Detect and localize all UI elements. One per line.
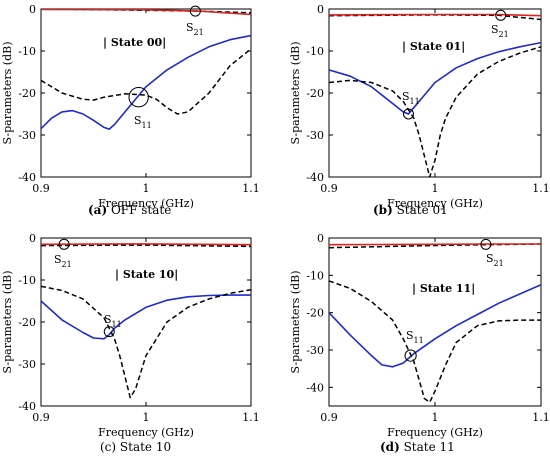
y-tick-label: -20 <box>306 87 324 100</box>
y-tick-label: -40 <box>18 171 36 184</box>
plot-frame <box>328 237 542 407</box>
y-tick-label: 0 <box>317 232 324 245</box>
y-tick-label: -10 <box>306 45 324 58</box>
chart-panel-1: 0 -10 -20 -30 -400.9 1 1.1 Frequency (GHz) S-par… <box>1 3 260 217</box>
series-line-s21_sim <box>41 243 251 246</box>
y-tick-label: -30 <box>306 344 324 357</box>
annotation-circle <box>404 349 417 362</box>
x-tick-label: 1.1 <box>242 182 260 195</box>
y-axis-label: S-parameters (dB) <box>1 41 14 144</box>
x-axis-label: Frequency (GHz) <box>98 197 194 210</box>
annotation-circle <box>403 108 414 120</box>
annotation-circle <box>480 238 492 250</box>
x-tick-label: 1.1 <box>532 182 550 195</box>
y-tick-label: -40 <box>18 400 36 413</box>
state-label: | State 11| <box>412 282 475 295</box>
plot-frame <box>40 8 252 178</box>
y-axis-label: S-parameters (dB) <box>1 270 14 373</box>
series-line-s21_meas <box>41 244 251 248</box>
annotation-circle <box>58 238 70 250</box>
plot-frame <box>40 237 252 407</box>
annotation-label: S21 <box>486 252 504 268</box>
x-axis-label: Frequency (GHz) <box>98 426 194 439</box>
series-line-s11_sim <box>41 34 251 130</box>
y-tick-label: 0 <box>317 3 324 16</box>
y-tick-label: -10 <box>18 45 36 58</box>
y-tick-label: -20 <box>18 87 36 100</box>
x-tick-label: 1.1 <box>242 411 260 424</box>
plot-frame <box>328 8 542 178</box>
x-tick-label: 1 <box>143 182 150 195</box>
series-line-s11_meas <box>329 46 541 177</box>
y-tick-label: -10 <box>306 269 324 282</box>
y-tick-label: 0 <box>29 3 36 16</box>
y-tick-label: -30 <box>18 129 36 142</box>
state-label: | State 00| <box>103 36 166 49</box>
x-tick-label: 1 <box>143 411 150 424</box>
y-tick-label: 0 <box>29 232 36 245</box>
annotation-label: S11 <box>402 90 420 106</box>
state-label: | State 10| <box>115 268 178 281</box>
chart-panel-4: 0 -10 -20 -30 -40 0.9 1 1.1 Frequency (GHz) S-par… <box>289 232 550 454</box>
annotation-circle <box>189 5 201 17</box>
y-tick-label: -20 <box>18 316 36 329</box>
panel-caption: (a) OFF state <box>88 203 171 217</box>
annotation-circle <box>103 326 115 338</box>
annotation-circle <box>128 87 149 108</box>
annotation-label: S21 <box>491 23 509 39</box>
x-tick-label: 1.1 <box>532 411 550 424</box>
panel-caption: (d) State 11 <box>380 440 455 454</box>
x-tick-label: 0.9 <box>320 182 338 195</box>
x-tick-label: 0.9 <box>32 411 50 424</box>
y-tick-label: -30 <box>18 358 36 371</box>
series-line-s11_sim <box>329 283 541 368</box>
annotation-label: S21 <box>54 253 72 269</box>
y-tick-label: -40 <box>306 171 324 184</box>
y-tick-label: -40 <box>306 381 324 394</box>
y-axis-label: S-parameters (dB) <box>289 41 302 144</box>
series-line-s21_sim <box>329 13 541 17</box>
annotation-label: S11 <box>104 313 122 329</box>
series-line-s21_sim <box>41 9 251 16</box>
panel-caption: (b) State 01 <box>373 203 448 217</box>
series-line-s11_sim <box>41 294 251 340</box>
y-axis-label: S-parameters (dB) <box>289 270 302 373</box>
y-tick-label: -20 <box>306 307 324 320</box>
y-tick-label: -30 <box>306 129 324 142</box>
annotation-label: S11 <box>406 329 424 345</box>
x-tick-label: 0.9 <box>320 411 338 424</box>
state-label: | State 01| <box>402 40 465 53</box>
annotation-circle <box>495 9 507 21</box>
chart-panel-2: 0 -10 -20 -30 -400.9 1 1.1 Frequency (GHz) S-par… <box>289 3 550 217</box>
x-tick-label: 0.9 <box>32 182 50 195</box>
x-axis-label: Frequency (GHz) <box>387 197 483 210</box>
series-line-s21_sim <box>329 243 541 246</box>
series-line-s11_meas <box>41 48 251 115</box>
panel-caption: (c) State 10 <box>100 440 171 454</box>
x-axis-label: Frequency (GHz) <box>387 426 483 439</box>
annotation-label: S21 <box>186 21 204 37</box>
y-tick-label: -10 <box>18 274 36 287</box>
annotation-label: S11 <box>134 114 152 130</box>
chart-panel-3: 0 -10 -20 -30 -400.9 1 1.1 Frequency (GHz) S-par… <box>1 232 260 454</box>
x-tick-label: 1 <box>432 411 439 424</box>
series-line-s11_meas <box>329 280 541 404</box>
series-line-s11_sim <box>329 41 541 115</box>
x-tick-label: 1 <box>432 182 439 195</box>
series-line-s11_meas <box>41 285 251 399</box>
